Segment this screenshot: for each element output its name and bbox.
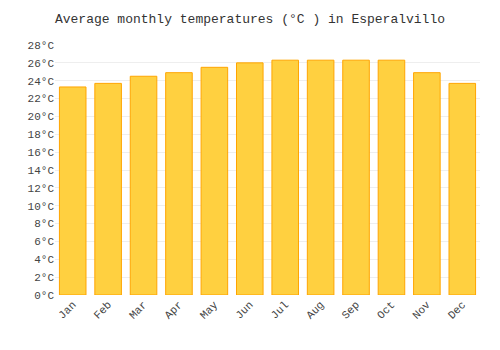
svg-text:24°C: 24°C	[28, 76, 55, 88]
svg-text:Apr: Apr	[162, 299, 184, 321]
svg-text:Feb: Feb	[92, 299, 114, 321]
svg-text:4°C: 4°C	[34, 254, 54, 266]
svg-text:16°C: 16°C	[28, 147, 55, 159]
svg-text:Nov: Nov	[410, 299, 433, 322]
svg-text:12°C: 12°C	[28, 183, 55, 195]
svg-text:Average monthly temperatures (: Average monthly temperatures (°C ) in Es…	[55, 12, 445, 27]
svg-text:10°C: 10°C	[28, 201, 55, 213]
svg-text:Aug: Aug	[304, 299, 326, 321]
svg-text:Sep: Sep	[340, 299, 362, 321]
svg-text:Jan: Jan	[56, 299, 78, 321]
svg-text:0°C: 0°C	[34, 290, 54, 302]
svg-text:20°C: 20°C	[28, 111, 55, 123]
svg-text:6°C: 6°C	[34, 236, 54, 248]
svg-text:22°C: 22°C	[28, 93, 55, 105]
svg-text:2°C: 2°C	[34, 272, 54, 284]
svg-text:Jun: Jun	[233, 299, 255, 321]
svg-text:26°C: 26°C	[28, 58, 55, 70]
svg-text:Oct: Oct	[375, 299, 397, 321]
svg-text:Mar: Mar	[127, 299, 149, 321]
svg-text:14°C: 14°C	[28, 165, 55, 177]
svg-text:Dec: Dec	[446, 299, 468, 321]
svg-text:28°C: 28°C	[28, 40, 55, 52]
svg-text:Jul: Jul	[269, 299, 291, 321]
svg-text:May: May	[198, 299, 221, 322]
svg-text:18°C: 18°C	[28, 129, 55, 141]
svg-text:8°C: 8°C	[34, 218, 54, 230]
